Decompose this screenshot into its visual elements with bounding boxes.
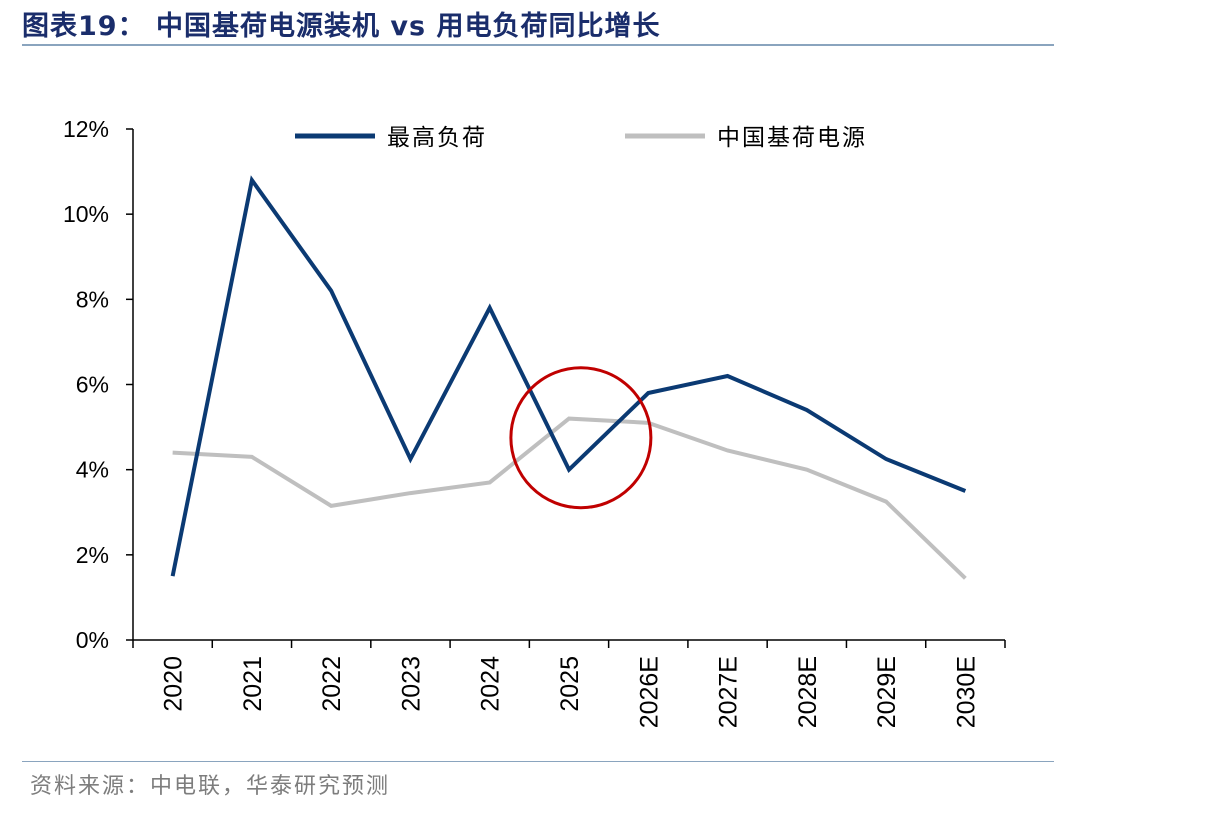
chart-legend: 最高负荷 中国基荷电源 [295, 125, 867, 151]
title-divider [22, 44, 1054, 46]
x-tick-label: 2030E [952, 656, 980, 728]
y-tick-label: 2% [76, 542, 109, 568]
x-tick-label: 2022 [318, 656, 346, 712]
x-tick-label: 2024 [477, 656, 505, 712]
series-line-1 [170, 175, 967, 577]
y-tick-label: 6% [76, 372, 109, 398]
chart-series [170, 175, 967, 580]
legend-label-1: 最高负荷 [387, 125, 487, 151]
x-tick-label: 2025 [556, 656, 584, 712]
x-tick-label: 2021 [239, 656, 267, 712]
highlight-circle [509, 366, 653, 510]
chart-axes: 0% 2% 4% 6% 8% 10% 12% 2020 2021 2022 2023 2024 2025… [63, 116, 1006, 728]
source-note: 资料来源：中电联，华泰研究预测 [30, 774, 391, 799]
y-tick-label: 10% [63, 201, 109, 227]
chart-annotation [509, 366, 653, 510]
y-tick-label: 12% [63, 116, 109, 142]
x-tick-label: 2026E [635, 656, 663, 728]
x-tick-label: 2028E [794, 656, 822, 728]
x-tick-label: 2029E [873, 656, 901, 728]
y-tick-label: 0% [76, 627, 109, 653]
y-tick-label: 4% [76, 457, 109, 483]
legend-label-2: 中国基荷电源 [717, 125, 867, 151]
series-line-2 [172, 416, 967, 580]
source-divider [22, 761, 1054, 762]
figure-title: 图表19： 中国基荷电源装机 vs 用电负荷同比增长 [22, 11, 661, 42]
x-tick-label: 2023 [397, 656, 425, 712]
y-tick-label: 8% [76, 286, 109, 312]
x-tick-label: 2027E [715, 656, 743, 728]
x-tick-label: 2020 [160, 656, 188, 712]
